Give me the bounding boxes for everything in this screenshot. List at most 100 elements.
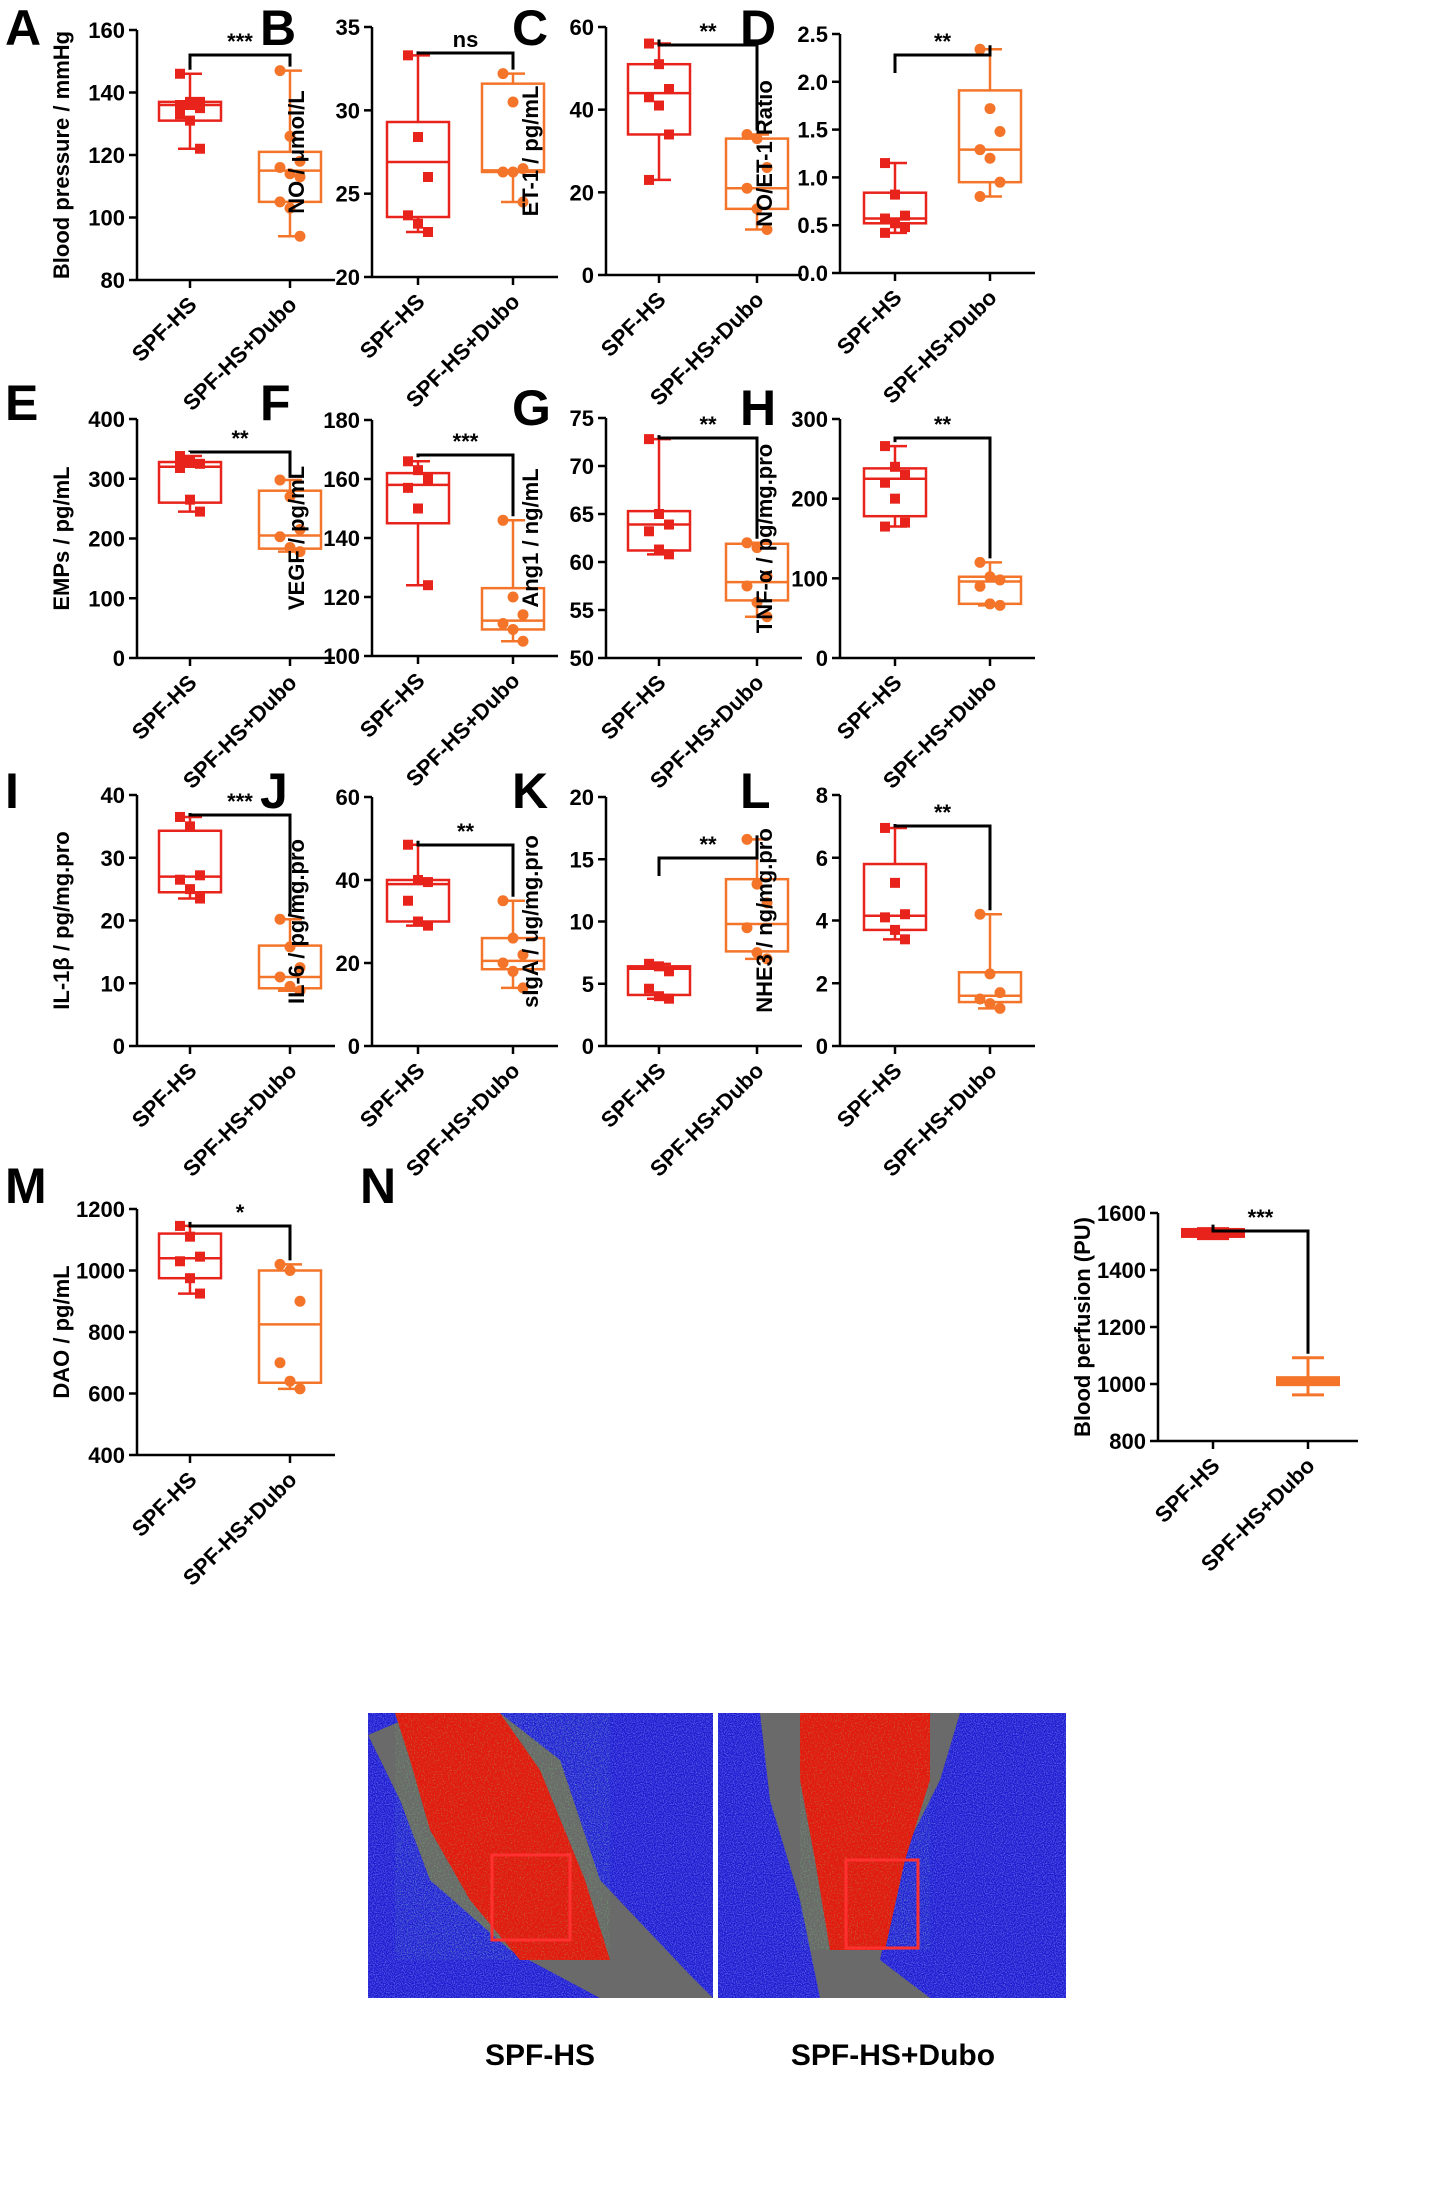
panel-l-category-1: SPF-HS <box>832 1058 907 1133</box>
panel-c-group-1-box <box>626 62 692 136</box>
panel-a-significance-label: *** <box>227 29 253 54</box>
panel-i-significance-bracket <box>188 812 292 916</box>
panel-n-ytick-label-0: 800 <box>1109 1429 1146 1454</box>
panel-e-group-2-point-4 <box>284 541 296 553</box>
panel-m-group-2-point-5 <box>294 1383 306 1395</box>
panel-l-group-1-point-2 <box>900 909 910 920</box>
panel-i-group-1-point-5 <box>195 893 205 904</box>
panel-a-group-2-point-5 <box>294 171 306 183</box>
panel-c-group-2-point-0 <box>741 128 753 140</box>
panel-d-ytick-label-1: 0.5 <box>797 213 828 238</box>
panel-k-group-1-point-2 <box>664 966 674 977</box>
panel-e-group-2-point-2 <box>294 524 306 536</box>
panel-m-ytick-label-3: 1000 <box>76 1259 125 1284</box>
panel-b-ytick-label-0: 20 <box>336 265 360 290</box>
panel-g-group-2-point-3 <box>741 580 753 592</box>
panel-e-group-2-point-0 <box>274 474 286 486</box>
panel-c-significance-label: ** <box>699 19 717 44</box>
panel-n-y-label: Blood perfusion (PU) <box>1070 1217 1095 1437</box>
panel-d-group-1-point-1 <box>890 189 900 200</box>
panel-j-group-2-point-0 <box>497 895 509 907</box>
panel-b-category-1: SPF-HS <box>355 289 430 364</box>
panel-i-category-1: SPF-HS <box>127 1058 202 1133</box>
panel-n-ytick-label-4: 1600 <box>1097 1201 1146 1226</box>
panel-d-ytick-label-3: 1.5 <box>797 118 828 143</box>
panel-h-significance-label: ** <box>934 412 952 437</box>
panel-g-ytick-label-1: 55 <box>570 598 594 623</box>
panel-j-group-2-point-5 <box>517 982 529 994</box>
panel-k-group-2-point-0 <box>741 833 753 845</box>
panel-b-group-1-box <box>385 120 451 219</box>
perfusion-image-right <box>718 1713 1066 1998</box>
panel-m-group-2-point-2 <box>294 1295 306 1307</box>
panel-b-significance-bracket <box>416 51 515 70</box>
panel-l-group-1-point-4 <box>890 924 900 935</box>
panel-a-group-1-point-4 <box>185 100 195 110</box>
panel-d-ytick-label-5: 2.5 <box>797 22 828 47</box>
panel-g-letter: G <box>512 380 551 436</box>
panel-e-group-1-point-0 <box>175 451 185 462</box>
panel-k-group-1-point-5 <box>664 993 674 1004</box>
panel-f-group-2-point-2 <box>517 609 529 621</box>
panel-e-y-label: EMPs / pg/mL <box>49 466 74 610</box>
panel-n-group-1-mean-bar <box>1181 1227 1245 1238</box>
panel-h-y-label: TNF-α / pg/mg.pro <box>752 444 777 634</box>
panel-k-group-2-point-1 <box>751 878 763 890</box>
panel-d-group-2-point-1 <box>984 103 996 115</box>
panel-e-ytick-label-1: 100 <box>88 586 125 611</box>
panel-m-y-label: DAO / pg/mL <box>49 1265 74 1398</box>
panel-b-ytick-label-2: 30 <box>336 98 360 123</box>
panel-b-ytick-label-3: 35 <box>336 15 360 40</box>
panel-h-group-1-box <box>862 467 928 518</box>
panel-g-group-1-point-3 <box>644 526 654 537</box>
panel-g-group-1-point-2 <box>664 519 674 530</box>
panel-h-group-2-point-3 <box>974 580 986 592</box>
panel-h-category-1: SPF-HS <box>832 670 907 745</box>
panel-a-group-2-point-1 <box>284 130 296 142</box>
panel-a-letter: A <box>5 0 41 56</box>
panel-a-group-1-point-7 <box>185 115 195 126</box>
panel-j-group-2-point-4 <box>507 965 519 977</box>
panel-g-ytick-label-0: 50 <box>570 646 594 671</box>
panel-l-ytick-label-3: 6 <box>816 846 828 871</box>
panel-l-group-2-point-4 <box>984 998 996 1010</box>
panel-h-ytick-label-1: 100 <box>791 566 828 591</box>
panel-f-group-2-point-3 <box>497 618 509 630</box>
panel-h-significance-bracket <box>893 436 992 559</box>
panel-c-group-2-point-5 <box>761 224 773 236</box>
panel-d-group-1-point-4 <box>890 218 900 229</box>
panel-f-group-1-point-3 <box>403 482 413 493</box>
panel-k-group-1-point-4 <box>654 991 664 1002</box>
panel-a-group-1-point-8 <box>195 143 205 154</box>
panel-a-group-2-point-3 <box>274 162 286 173</box>
panel-j-group-2-point-3 <box>497 957 509 969</box>
panel-m-ytick-label-0: 400 <box>88 1443 125 1468</box>
panel-l-group-1-point-0 <box>880 822 890 833</box>
panel-c-ytick-label-2: 40 <box>570 98 594 123</box>
panel-d-group-1-point-5 <box>900 222 910 233</box>
panel-c-group-1-point-1 <box>654 59 664 70</box>
panel-f-group-1-point-0 <box>403 456 413 467</box>
panel-f-group-2-point-4 <box>507 623 519 635</box>
panel-g-ytick-label-4: 70 <box>570 454 594 479</box>
panel-a-ytick-label-1: 100 <box>88 206 125 231</box>
panel-h-group-2-point-2 <box>994 574 1006 586</box>
panel-h-group-1-point-2 <box>900 469 910 480</box>
panel-i-group-2-point-1 <box>284 941 296 953</box>
panel-a-y-label: Blood pressure / mmHg <box>49 31 74 279</box>
panel-i-ytick-label-2: 20 <box>101 909 125 934</box>
panel-l-ytick-label-0: 0 <box>816 1034 828 1059</box>
panel-b-group-2-point-4 <box>507 166 519 178</box>
panel-e-ytick-label-3: 300 <box>88 467 125 492</box>
panel-m-group-1-point-3 <box>175 1256 185 1267</box>
panel-m-letter: M <box>5 1158 47 1214</box>
panel-c-category-1: SPF-HS <box>596 287 671 362</box>
panel-b-group-1-point-3 <box>403 210 413 221</box>
panel-h-group-1-point-1 <box>890 461 900 472</box>
panel-a-group-2-point-7 <box>284 202 296 214</box>
panel-f-group-2-point-1 <box>507 591 519 603</box>
panel-b-letter: B <box>260 0 296 56</box>
panel-m-ytick-label-2: 800 <box>88 1320 125 1345</box>
panel-g-significance-bracket <box>657 435 759 539</box>
